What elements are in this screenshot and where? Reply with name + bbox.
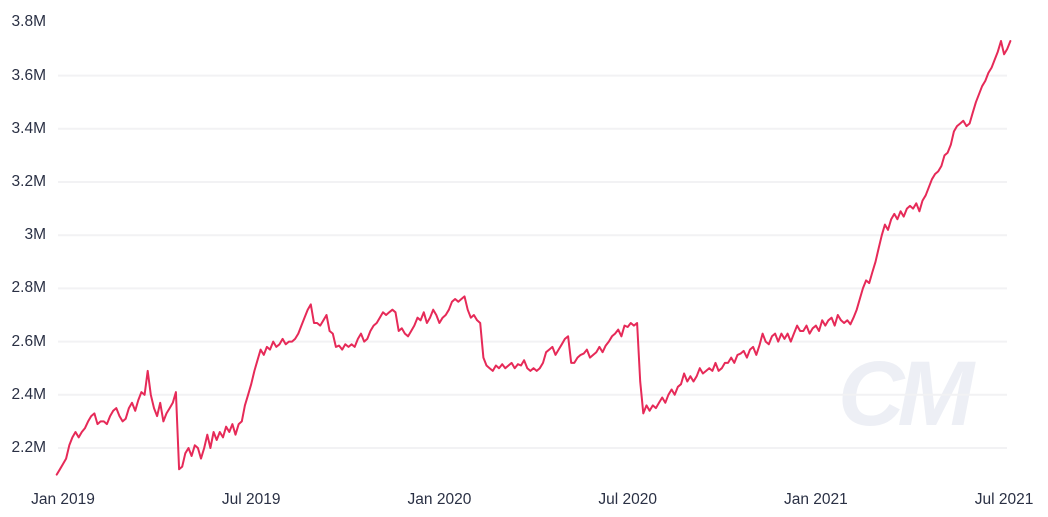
y-axis-tick-label: 3.4M <box>11 119 46 137</box>
y-axis-tick-label: 2.6M <box>11 332 46 350</box>
x-axis-tick-label: Jan 2021 <box>783 491 848 508</box>
y-axis-tick-label: 3.8M <box>11 13 46 31</box>
y-axis-tick-label: 2.4M <box>11 385 46 403</box>
y-axis-tick-label: 3M <box>24 226 46 244</box>
x-axis-tick-label: Jan 2020 <box>407 491 472 508</box>
y-axis-tick-label: 2.2M <box>11 439 46 456</box>
y-axis-tick-label: 3.6M <box>11 66 46 84</box>
x-axis-tick-label: Jul 2019 <box>221 491 281 508</box>
x-axis-tick-label: Jan 2019 <box>31 491 95 508</box>
y-axis-tick-label: 3.2M <box>11 173 46 190</box>
x-axis-tick-label: Jul 2021 <box>974 491 1034 508</box>
x-axis-tick-label: Jul 2020 <box>598 491 657 508</box>
y-axis-tick-label: 2.8M <box>11 279 46 297</box>
data-series-line <box>55 40 1012 476</box>
